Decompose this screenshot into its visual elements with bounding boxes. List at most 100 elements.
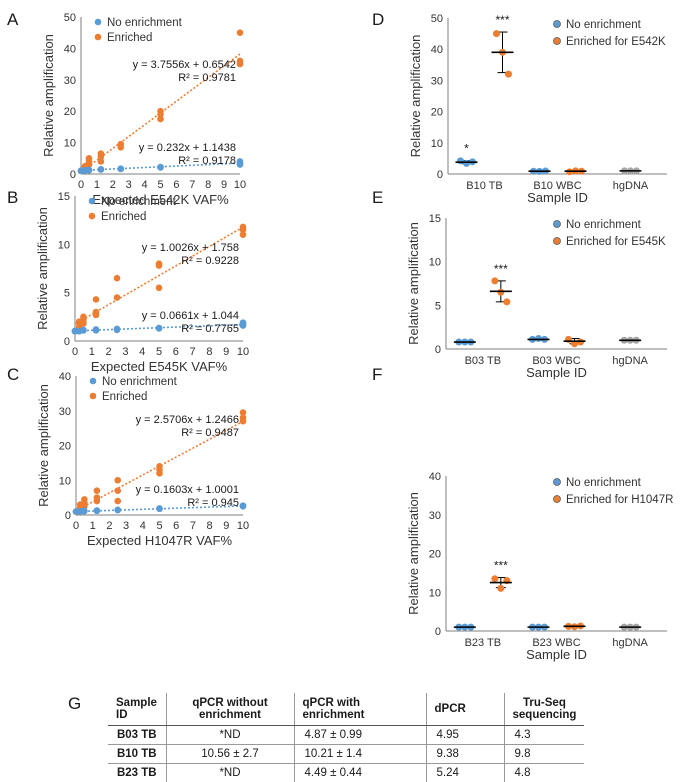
no-enrichment-trendline — [80, 162, 241, 172]
r-squared-no-enrichment: R² = 0.9178 — [178, 155, 236, 167]
x-tick-label: 9 — [223, 346, 229, 358]
y-tick-label: 10 — [429, 257, 441, 269]
panel-label-e: E — [372, 188, 383, 207]
enriched-point — [239, 414, 247, 422]
x-tick-label: 4 — [142, 179, 148, 191]
table-cell: 4.49 ± 0.44 — [293, 762, 426, 782]
panel-label-g: G — [68, 694, 82, 713]
column-header: qPCR with enrichment — [293, 693, 426, 726]
panel-label-c: C — [7, 365, 19, 384]
y-tick-label: 50 — [431, 13, 443, 25]
legend-marker — [94, 18, 102, 26]
legend-marker — [553, 478, 561, 486]
enriched-point — [157, 107, 164, 115]
enriched-point — [236, 57, 244, 65]
no-enrichment-point — [239, 502, 247, 509]
y-tick-label: 0 — [435, 344, 441, 356]
legend-marker — [89, 392, 97, 400]
y-tick-label: 30 — [431, 75, 443, 87]
panel-label-d: D — [372, 10, 384, 29]
y-tick-label: 40 — [431, 44, 443, 56]
no-enrichment-point — [113, 325, 121, 333]
enriched-point — [493, 30, 500, 38]
table-cell: 4.3 — [503, 724, 585, 744]
y-tick-label: 40 — [429, 471, 441, 483]
y-axis-label: Relative amplification — [41, 34, 56, 157]
enriched-point — [577, 338, 584, 346]
enriched-point — [155, 284, 163, 292]
x-tick-label: B03 WBC — [532, 355, 580, 367]
legend-label: Enriched — [102, 391, 147, 403]
table-cell: B23 TB — [108, 762, 166, 782]
enriched-point — [156, 463, 163, 470]
y-tick-label: 20 — [429, 549, 441, 561]
table-cell: B10 TB — [108, 743, 166, 763]
enriched-point — [239, 409, 247, 416]
legend-label: Enriched for H1047R — [566, 494, 673, 506]
x-tick-label: 7 — [189, 179, 195, 191]
enriched-point — [113, 274, 121, 282]
x-axis-label: Sample ID — [526, 365, 587, 380]
x-tick-label: 4 — [139, 346, 145, 358]
x-axis-label: Expected E542K VAF% — [92, 192, 229, 207]
x-tick-label: hgDNA — [612, 637, 648, 649]
y-tick-label: 10 — [431, 138, 443, 150]
column-header: qPCR without enrichment — [165, 693, 294, 726]
enriched-point — [497, 584, 505, 592]
no-enrichment-point — [157, 163, 164, 171]
table-cell: 4.87 ± 0.99 — [293, 724, 426, 744]
x-tick-label: 10 — [234, 179, 246, 191]
enriched-point — [93, 487, 101, 494]
panel-label-a: A — [7, 10, 19, 29]
x-tick-label: 0 — [78, 179, 84, 191]
x-tick-label: 8 — [205, 179, 211, 191]
legend-marker — [553, 37, 561, 45]
enriched-point — [491, 277, 499, 285]
x-tick-label: 6 — [173, 179, 179, 191]
enriched-point — [92, 296, 100, 303]
x-tick-label: 3 — [126, 179, 132, 191]
results-table: Sample ID qPCR without enrichment qPCR w… — [108, 693, 585, 782]
y-tick-label: 10 — [64, 138, 76, 150]
legend-label: Enriched for E545K — [566, 236, 666, 248]
no-enrichment-point — [92, 326, 100, 333]
x-tick-label: 0 — [72, 346, 78, 358]
legend-label: No enrichment — [566, 477, 642, 489]
legend-marker — [94, 33, 102, 41]
y-tick-label: 0 — [65, 510, 71, 522]
x-tick-label: 3 — [122, 346, 128, 358]
x-tick-label: 10 — [237, 346, 249, 358]
table-row: B10 TB 10.56 ± 2.7 10.21 ± 1.4 9.38 9.8 — [108, 743, 585, 763]
legend-label: No enrichment — [566, 19, 642, 31]
enriched-point — [497, 288, 505, 296]
y-axis-label: Relative amplification — [35, 207, 50, 330]
column-header: Tru-Seq sequencing — [503, 693, 585, 726]
y-tick-label: 20 — [59, 441, 71, 453]
x-tick-label: 9 — [221, 179, 227, 191]
significance-marker: * — [464, 142, 469, 156]
panel-label-b: B — [7, 188, 18, 207]
table-cell: 4.95 — [425, 724, 504, 744]
significance-marker: *** — [494, 559, 508, 573]
y-tick-label: 10 — [429, 587, 441, 599]
enriched-point — [571, 340, 578, 348]
table-cell: 9.8 — [503, 743, 585, 763]
table-cell: 9.38 — [425, 743, 504, 763]
table-row: B03 TB *ND 4.87 ± 0.99 4.95 4.3 — [108, 724, 585, 744]
no-enrichment-point — [156, 505, 163, 512]
y-tick-label: 10 — [58, 239, 70, 251]
equation-no-enrichment: y = 0.0661x + 1.044 — [142, 310, 239, 322]
legend-label: Enriched — [101, 211, 146, 223]
y-tick-label: 0 — [70, 169, 76, 181]
x-tick-label: 7 — [190, 346, 196, 358]
no-enrichment-point — [457, 157, 464, 165]
no-enrichment-point — [93, 507, 101, 514]
x-tick-label: 7 — [190, 520, 196, 532]
y-tick-label: 15 — [429, 213, 441, 225]
no-enrichment-point — [114, 506, 122, 514]
table-cell: B03 TB — [108, 724, 166, 744]
enriched-point — [491, 575, 499, 583]
no-enrichment-point — [80, 326, 87, 334]
x-tick-label: hgDNA — [613, 180, 649, 192]
r-squared-enriched: R² = 0.9781 — [178, 72, 236, 84]
